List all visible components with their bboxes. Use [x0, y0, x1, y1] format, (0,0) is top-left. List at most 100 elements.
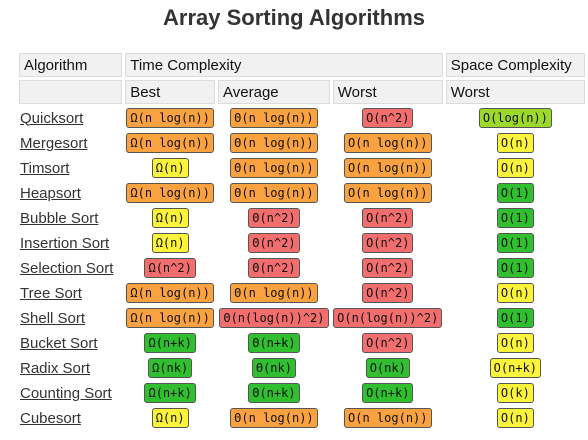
- algorithm-cell: Radix Sort: [19, 357, 122, 379]
- average-complexity-badge: Θ(n^2): [248, 233, 300, 253]
- worst-complexity-badge: O(n log(n)): [344, 408, 432, 428]
- worst-cell: O(n^2): [333, 232, 443, 254]
- algorithm-link[interactable]: Bucket Sort: [20, 334, 98, 352]
- algorithm-cell: Counting Sort: [19, 382, 122, 404]
- algorithm-link[interactable]: Tree Sort: [20, 284, 82, 302]
- best-complexity-badge: Ω(n^2): [144, 258, 196, 278]
- best-cell: Ω(n): [125, 232, 215, 254]
- algorithm-cell: Bucket Sort: [19, 332, 122, 354]
- average-cell: Θ(n^2): [218, 257, 330, 279]
- worst-complexity-badge: O(n^2): [362, 233, 414, 253]
- space-complexity-badge: O(1): [496, 308, 534, 328]
- worst-cell: O(n^2): [333, 207, 443, 229]
- space-cell: O(1): [446, 257, 585, 279]
- worst-cell: O(n log(n)): [333, 407, 443, 429]
- algorithm-link[interactable]: Bubble Sort: [20, 209, 99, 227]
- algorithm-link[interactable]: Mergesort: [20, 134, 88, 152]
- worst-complexity-badge: O(n^2): [362, 283, 414, 303]
- header-best: Best: [125, 80, 216, 104]
- algorithm-link[interactable]: Cubesort: [20, 409, 81, 427]
- best-cell: Ω(n+k): [125, 382, 215, 404]
- space-complexity-badge: O(n): [496, 283, 534, 303]
- average-complexity-badge: Θ(n log(n)): [230, 158, 318, 178]
- best-cell: Ω(n log(n)): [125, 307, 215, 329]
- header-blank: [19, 80, 123, 104]
- table-body: Quicksort Ω(n log(n)) Θ(n log(n)) O(n^2) O(l…: [19, 107, 585, 429]
- algorithm-link[interactable]: Heapsort: [20, 184, 81, 202]
- space-complexity-badge: O(k): [496, 383, 534, 403]
- table-row: Cubesort Ω(n) Θ(n log(n)) O(n log(n)) O(n): [19, 407, 585, 429]
- space-complexity-badge: O(n): [496, 333, 534, 353]
- table-row: Quicksort Ω(n log(n)) Θ(n log(n)) O(n^2) O(l…: [19, 107, 585, 129]
- algorithm-link[interactable]: Counting Sort: [20, 384, 112, 402]
- space-cell: O(1): [446, 307, 585, 329]
- algorithm-link[interactable]: Quicksort: [20, 109, 84, 127]
- algorithm-link[interactable]: Insertion Sort: [20, 234, 110, 252]
- average-cell: Θ(n log(n)): [218, 132, 330, 154]
- worst-cell: O(n^2): [333, 257, 443, 279]
- average-cell: Θ(n log(n)): [218, 107, 330, 129]
- algorithm-link[interactable]: Radix Sort: [20, 359, 91, 377]
- best-complexity-badge: Ω(n): [151, 208, 189, 228]
- table-row: Heapsort Ω(n log(n)) Θ(n log(n)) O(n log(n)…: [19, 182, 585, 204]
- algorithm-cell: Tree Sort: [19, 282, 122, 304]
- algorithm-cell: Quicksort: [19, 107, 122, 129]
- average-cell: Θ(n^2): [218, 232, 330, 254]
- space-complexity-badge: O(n): [496, 408, 534, 428]
- best-cell: Ω(n log(n)): [125, 132, 215, 154]
- best-complexity-badge: Ω(n): [151, 408, 189, 428]
- algorithm-cell: Selection Sort: [19, 257, 122, 279]
- worst-complexity-badge: O(n^2): [362, 258, 414, 278]
- best-complexity-badge: Ω(n log(n)): [126, 308, 214, 328]
- worst-complexity-badge: O(n log(n)): [344, 158, 432, 178]
- worst-complexity-badge: O(n^2): [362, 208, 414, 228]
- space-complexity-badge: O(n+k): [489, 358, 542, 378]
- worst-cell: O(n log(n)): [333, 157, 443, 179]
- best-cell: Ω(n): [125, 207, 215, 229]
- header-space-complexity: Space Complexity: [445, 53, 585, 77]
- header-worst: Worst: [332, 80, 443, 104]
- space-cell: O(n): [446, 282, 585, 304]
- table-row: Radix Sort Ω(nk) Θ(nk) O(nk) O(n+k): [19, 357, 585, 379]
- best-cell: Ω(n): [125, 407, 215, 429]
- best-cell: Ω(n log(n)): [125, 282, 215, 304]
- best-complexity-badge: Ω(n log(n)): [126, 108, 214, 128]
- algorithm-link[interactable]: Shell Sort: [20, 309, 86, 327]
- worst-cell: O(n(log(n))^2): [333, 307, 443, 329]
- space-cell: O(log(n)): [446, 107, 585, 129]
- average-complexity-badge: Θ(n^2): [248, 258, 300, 278]
- best-complexity-badge: Ω(nk): [148, 358, 193, 378]
- table-row: Counting Sort Ω(n+k) Θ(n+k) O(n+k) O(k): [19, 382, 585, 404]
- algorithm-link[interactable]: Selection Sort: [20, 259, 114, 277]
- header-row-top: Algorithm Time Complexity Space Complexi…: [19, 53, 585, 77]
- space-complexity-badge: O(1): [496, 233, 534, 253]
- worst-complexity-badge: O(n(log(n))^2): [333, 308, 443, 328]
- best-complexity-badge: Ω(n+k): [144, 333, 196, 353]
- worst-complexity-badge: O(n^2): [362, 108, 414, 128]
- average-complexity-badge: Θ(n+k): [248, 383, 300, 403]
- space-complexity-badge: O(1): [496, 183, 534, 203]
- best-cell: Ω(n log(n)): [125, 182, 215, 204]
- best-cell: Ω(nk): [125, 357, 215, 379]
- algorithm-cell: Insertion Sort: [19, 232, 122, 254]
- best-complexity-badge: Ω(n+k): [144, 383, 196, 403]
- algorithm-cell: Timsort: [19, 157, 122, 179]
- table-row: Timsort Ω(n) Θ(n log(n)) O(n log(n)) O(n): [19, 157, 585, 179]
- best-complexity-badge: Ω(n): [151, 158, 189, 178]
- table-row: Mergesort Ω(n log(n)) Θ(n log(n)) O(n log(n…: [19, 132, 585, 154]
- average-complexity-badge: Θ(n(log(n))^2): [219, 308, 329, 328]
- table-row: Bubble Sort Ω(n) Θ(n^2) O(n^2) O(1): [19, 207, 585, 229]
- average-cell: Θ(n(log(n))^2): [218, 307, 330, 329]
- worst-complexity-badge: O(n log(n)): [344, 183, 432, 203]
- algorithm-link[interactable]: Timsort: [20, 159, 70, 177]
- space-cell: O(k): [446, 382, 585, 404]
- worst-complexity-badge: O(n+k): [362, 383, 414, 403]
- sorting-complexity-table: Algorithm Time Complexity Space Complexi…: [16, 50, 588, 432]
- space-cell: O(n+k): [446, 357, 585, 379]
- space-cell: O(1): [446, 207, 585, 229]
- table-row: Bucket Sort Ω(n+k) Θ(n+k) O(n^2) O(n): [19, 332, 585, 354]
- best-cell: Ω(n^2): [125, 257, 215, 279]
- worst-cell: O(nk): [333, 357, 443, 379]
- page-title: Array Sorting Algorithms: [163, 5, 425, 30]
- average-cell: Θ(n log(n)): [218, 182, 330, 204]
